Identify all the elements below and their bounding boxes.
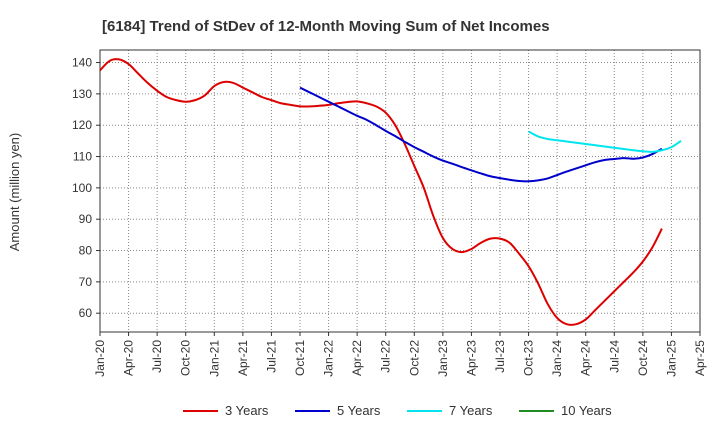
y-tick-label: 70 bbox=[79, 275, 93, 289]
y-tick-label: 60 bbox=[79, 306, 93, 320]
x-tick-label: Oct-20 bbox=[179, 340, 193, 376]
y-tick-label: 120 bbox=[72, 118, 92, 132]
y-tick-label: 100 bbox=[72, 181, 92, 195]
series-line-5-years bbox=[299, 86, 663, 183]
x-tick-label: Jan-21 bbox=[207, 340, 221, 377]
legend-label: 5 Years bbox=[337, 403, 381, 418]
x-tick-label: Jan-23 bbox=[436, 340, 450, 377]
x-tick-label: Jan-22 bbox=[322, 340, 336, 377]
x-tick-label: Jan-20 bbox=[93, 340, 107, 377]
x-tick-label: Oct-22 bbox=[407, 340, 421, 376]
x-tick-label: Jul-20 bbox=[150, 340, 164, 373]
plot-frame bbox=[99, 49, 701, 333]
x-tick-label: Jan-25 bbox=[664, 340, 678, 377]
legend: 3 Years 5 Years 7 Years 10 Years bbox=[183, 403, 612, 418]
legend-label: 7 Years bbox=[449, 403, 493, 418]
x-tick-label: Apr-20 bbox=[122, 340, 136, 376]
x-tick-label: Jul-23 bbox=[493, 340, 507, 373]
y-tick-label: 130 bbox=[72, 87, 92, 101]
x-tick-label: Jan-24 bbox=[550, 340, 564, 377]
series-line-3-years bbox=[100, 58, 663, 326]
chart-title: [6184] Trend of StDev of 12-Month Moving… bbox=[102, 18, 550, 35]
y-axis-label: Amount (million yen) bbox=[7, 133, 22, 252]
x-tick-label: Oct-23 bbox=[522, 340, 536, 376]
x-tick-label: Apr-23 bbox=[464, 340, 478, 376]
x-tick-label: Apr-25 bbox=[693, 340, 707, 376]
x-tick-label: Jul-22 bbox=[379, 340, 393, 373]
x-tick-label: Oct-21 bbox=[293, 340, 307, 376]
x-tick-label: Apr-24 bbox=[579, 340, 593, 376]
y-tick-label: 90 bbox=[79, 212, 93, 226]
x-tick-label: Oct-24 bbox=[636, 340, 650, 376]
x-tick-label: Apr-22 bbox=[350, 340, 364, 376]
x-tick-label: Apr-21 bbox=[236, 340, 250, 376]
y-tick-label: 110 bbox=[73, 150, 92, 164]
plot-area: 60 70 80 90 100 110 120 130 140 Jan-20 Apr-20 Jul-2… bbox=[72, 49, 707, 377]
y-tick-label: 80 bbox=[79, 244, 93, 258]
x-tick-label: Jul-24 bbox=[607, 340, 621, 373]
legend-label: 3 Years bbox=[225, 403, 269, 418]
plot-background bbox=[100, 50, 700, 332]
x-tick-label: Jul-21 bbox=[264, 340, 278, 373]
legend-label: 10 Years bbox=[561, 403, 612, 418]
y-tick-label: 140 bbox=[72, 56, 92, 70]
series-line-7-years bbox=[528, 130, 682, 153]
